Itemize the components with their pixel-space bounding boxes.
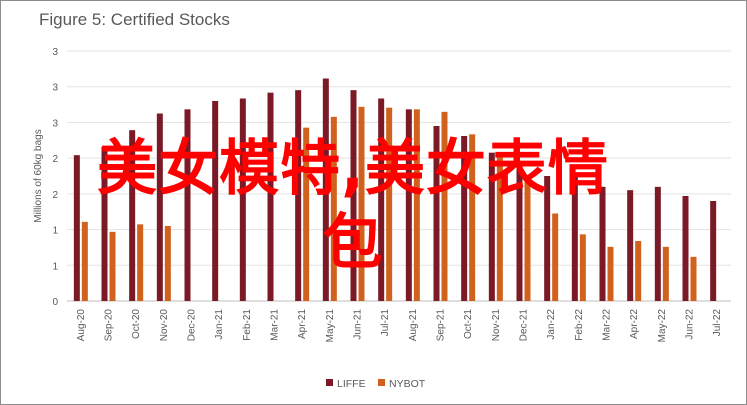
y-tick-label: 3 <box>52 83 58 94</box>
bar-liffe <box>73 155 80 301</box>
bar-nybot <box>524 177 531 301</box>
legend-swatch-nybot <box>378 379 385 386</box>
bar-nybot <box>469 134 476 301</box>
x-tick-label: May-22 <box>657 309 668 343</box>
legend-swatch-liffe <box>326 379 333 386</box>
x-tick-label: Oct-21 <box>463 309 474 339</box>
bar-nybot <box>303 127 310 302</box>
bar-liffe <box>378 98 385 301</box>
bar-nybot <box>552 213 559 301</box>
bar-liffe <box>710 201 717 301</box>
y-tick-label: 1 <box>52 261 58 272</box>
bar-nybot <box>109 231 116 301</box>
bar-liffe <box>295 90 302 302</box>
x-tick-label: Jan-21 <box>214 309 225 340</box>
x-tick-label: Nov-21 <box>491 309 502 342</box>
y-axis-label: Millions of 60kg bags <box>33 129 44 222</box>
bar-liffe <box>433 126 440 301</box>
y-tick-label: 1 <box>52 226 58 237</box>
bar-nybot <box>164 226 171 301</box>
legend-label-nybot: NYBOT <box>389 378 426 390</box>
bar-liffe <box>682 196 689 301</box>
bar-liffe <box>599 186 606 301</box>
y-tick-label: 3 <box>52 47 58 58</box>
x-tick-label: Mar-22 <box>602 309 613 341</box>
bar-nybot <box>358 106 365 301</box>
bar-liffe <box>129 130 136 301</box>
overlay-line-2: 包 <box>322 208 384 278</box>
y-tick-label: 0 <box>52 297 58 308</box>
bar-nybot <box>441 111 448 301</box>
bar-liffe <box>544 176 551 301</box>
x-tick-label: Dec-20 <box>187 309 198 342</box>
x-tick-label: Apr-21 <box>297 309 308 339</box>
bar-liffe <box>212 101 219 301</box>
x-tick-label: Feb-21 <box>242 309 253 341</box>
bar-nybot <box>330 116 337 301</box>
y-tick-label: 3 <box>52 118 58 129</box>
x-tick-label: Jun-21 <box>353 309 364 340</box>
bar-liffe <box>654 186 661 301</box>
x-tick-label: Dec-21 <box>519 309 530 342</box>
x-tick-label: Aug-20 <box>76 309 87 342</box>
bar-liffe <box>184 109 191 301</box>
bar-nybot <box>635 241 642 301</box>
bar-nybot <box>81 221 88 301</box>
bar-nybot <box>662 246 669 301</box>
x-tick-label: Sep-21 <box>436 309 447 342</box>
bar-liffe <box>516 162 523 301</box>
bar-liffe <box>627 190 634 301</box>
bar-liffe <box>101 146 108 301</box>
legend-label-liffe: LIFFE <box>337 378 366 390</box>
x-tick-label: Jan-22 <box>546 309 557 340</box>
bar-liffe <box>267 92 274 302</box>
bar-liffe <box>350 90 357 302</box>
bar-liffe <box>488 152 495 301</box>
bar-nybot <box>386 107 393 302</box>
x-tick-label: Sep-20 <box>104 309 115 342</box>
bar-nybot <box>607 246 614 301</box>
bar-liffe <box>239 98 246 301</box>
bar-liffe <box>461 136 468 301</box>
x-tick-label: Feb-22 <box>574 309 585 341</box>
x-tick-label: Apr-22 <box>629 309 640 339</box>
x-tick-label: Aug-21 <box>408 309 419 342</box>
chart-title: Figure 5: Certified Stocks <box>39 10 230 29</box>
overlay-line-1: 美女模特,美女表情 <box>97 134 609 204</box>
bar-nybot <box>137 224 144 301</box>
bar-liffe <box>571 176 578 301</box>
x-tick-label: Nov-20 <box>159 309 170 342</box>
x-tick-label: Jun-22 <box>685 309 696 340</box>
x-tick-label: Mar-21 <box>270 309 281 341</box>
x-tick-label: Jul-22 <box>712 309 723 337</box>
bar-liffe <box>156 113 163 301</box>
bar-liffe <box>405 109 412 301</box>
watermark-overlay-text: 美女模特,美女表情 包 <box>23 132 683 280</box>
x-tick-label: Jul-21 <box>380 309 391 337</box>
bar-nybot <box>413 109 420 301</box>
x-tick-label: May-21 <box>325 309 336 343</box>
bar-liffe <box>322 78 329 301</box>
bar-nybot <box>690 256 697 301</box>
x-tick-label: Oct-20 <box>131 309 142 339</box>
bar-nybot <box>579 234 586 301</box>
y-tick-label: 2 <box>52 190 58 201</box>
y-tick-label: 2 <box>52 154 58 165</box>
bar-nybot <box>496 156 503 301</box>
